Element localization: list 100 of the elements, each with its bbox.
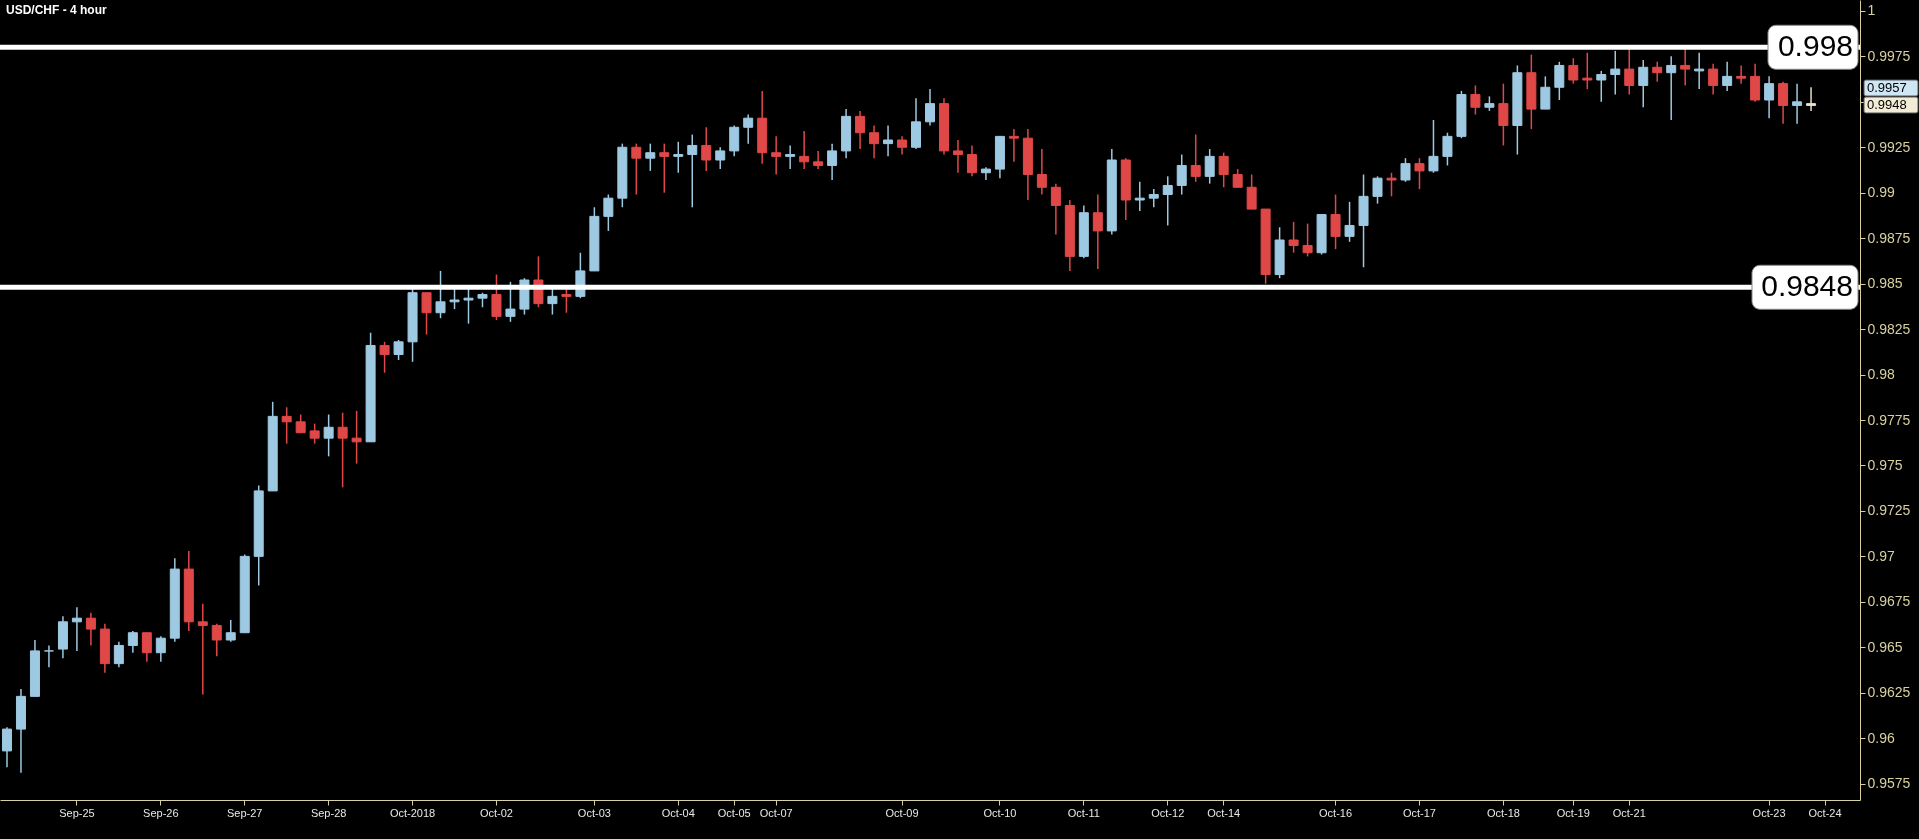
- candlestick: [309, 422, 320, 445]
- x-tick-label: Sep-28: [310, 806, 347, 819]
- x-tick-label: Sep-27: [226, 806, 263, 819]
- y-tick-label: 0.965: [1867, 638, 1903, 655]
- candlestick: [1428, 119, 1439, 174]
- candlestick: [603, 193, 614, 232]
- x-tick-label: Oct-2018: [389, 806, 436, 819]
- candlestick: [393, 339, 404, 361]
- candlestick: [1680, 48, 1691, 87]
- candlestick: [1764, 75, 1775, 119]
- candlestick: [771, 135, 782, 176]
- candlestick: [127, 630, 138, 654]
- candlestick: [323, 413, 334, 458]
- candlestick: [1232, 168, 1243, 189]
- candlestick: [1778, 81, 1789, 125]
- candlestick: [1288, 221, 1299, 254]
- candlestick: [673, 141, 684, 174]
- candlestick: [925, 88, 935, 127]
- x-tick-label: Sep-26: [143, 806, 179, 819]
- candlestick: [211, 622, 222, 658]
- x-tick-label: Oct-16: [1319, 806, 1353, 819]
- candlestick: [1498, 82, 1509, 147]
- candlestick: [1162, 175, 1173, 227]
- candlestick: [1, 726, 12, 769]
- candlestick: [351, 410, 362, 465]
- candlestick: [952, 139, 963, 174]
- candlestick: [1036, 148, 1047, 196]
- candlestick: [1470, 84, 1481, 116]
- candlestick: [687, 133, 698, 209]
- x-tick-label: Oct-10: [983, 806, 1017, 819]
- x-tick-label: Oct-11: [1067, 806, 1100, 819]
- y-tick-label: 0.96: [1867, 729, 1895, 746]
- x-tick-label: Sep-25: [59, 806, 95, 819]
- x-tick-label: Oct-19: [1556, 806, 1590, 819]
- candlestick: [1652, 61, 1663, 83]
- candlestick: [1722, 61, 1733, 92]
- candlestick: [813, 150, 824, 170]
- candlestick: [505, 281, 516, 323]
- text: 0.9948: [1867, 97, 1907, 112]
- candlestick: [1246, 173, 1257, 210]
- y-tick-label: 0.9775: [1867, 411, 1911, 428]
- y-tick-label: 1: [1867, 2, 1876, 19]
- x-tick-label: Oct-09: [885, 806, 919, 819]
- candlestick: [1148, 188, 1159, 209]
- candlestick: [1442, 131, 1453, 167]
- ref-line-label: 0.9848: [1761, 269, 1853, 303]
- y-tick-label: 0.9925: [1867, 138, 1911, 155]
- text: 0.9957: [1867, 80, 1907, 95]
- candlestick: [1414, 157, 1425, 190]
- x-tick-label: Oct-04: [661, 806, 695, 819]
- candlestick: [281, 406, 292, 445]
- y-tick-label: 0.9975: [1867, 47, 1911, 64]
- candlestick: [966, 144, 977, 178]
- y-tick-label: 0.9825: [1867, 320, 1911, 337]
- candlestick: [1750, 62, 1761, 103]
- candlestick: [435, 270, 446, 319]
- y-tick-label: 0.99: [1867, 184, 1895, 201]
- candlestick: [645, 142, 656, 172]
- candlestick: [1302, 222, 1313, 258]
- candlestick: [421, 291, 432, 336]
- candlestick: [1582, 51, 1593, 90]
- candlestick: [869, 124, 880, 159]
- candlestick: [1792, 82, 1803, 125]
- candlestick: [547, 288, 558, 316]
- x-tick-label: Oct-05: [717, 806, 751, 819]
- candlestick: [141, 631, 152, 663]
- y-tick-label: 0.9725: [1867, 502, 1911, 519]
- candlestick: [1624, 48, 1635, 96]
- candlestick: [883, 124, 894, 158]
- candlestick: [897, 135, 908, 156]
- y-tick-label: 0.9625: [1867, 684, 1911, 701]
- candlestick: [113, 641, 124, 669]
- candlestick: [197, 602, 208, 696]
- candlestick: [659, 142, 670, 194]
- candlestick: [1708, 62, 1719, 96]
- candlestick: [1638, 59, 1649, 109]
- x-tick-label: Oct-21: [1612, 806, 1646, 819]
- candlestick: [463, 288, 474, 325]
- candlestick: [631, 142, 642, 196]
- x-tick-label: Oct-03: [577, 806, 611, 819]
- candlestick: [1008, 128, 1019, 163]
- y-tick-label: 0.975: [1867, 456, 1903, 473]
- y-tick-label: 0.97: [1867, 547, 1895, 564]
- candlestick: [379, 341, 390, 374]
- candlestick: [1092, 193, 1103, 270]
- x-tick-label: Oct-23: [1752, 806, 1786, 819]
- chart-title: USD/CHF - 4 hour: [6, 3, 107, 17]
- candlestick: [1568, 57, 1579, 85]
- y-tick-label: 0.985: [1867, 275, 1903, 292]
- x-tick-label: Oct-02: [479, 806, 513, 819]
- y-tick-label: 0.9575: [1867, 775, 1911, 792]
- candlestick: [449, 288, 460, 310]
- y-tick-label: 0.98: [1867, 366, 1895, 383]
- candlestick: [1218, 151, 1229, 189]
- candlestick: [1666, 55, 1677, 121]
- x-tick-label: Oct-14: [1207, 806, 1241, 819]
- x-tick-label: Oct-12: [1151, 806, 1185, 819]
- candlestick: [785, 144, 796, 170]
- candlestick: [155, 635, 166, 663]
- candlestick: [1736, 64, 1747, 85]
